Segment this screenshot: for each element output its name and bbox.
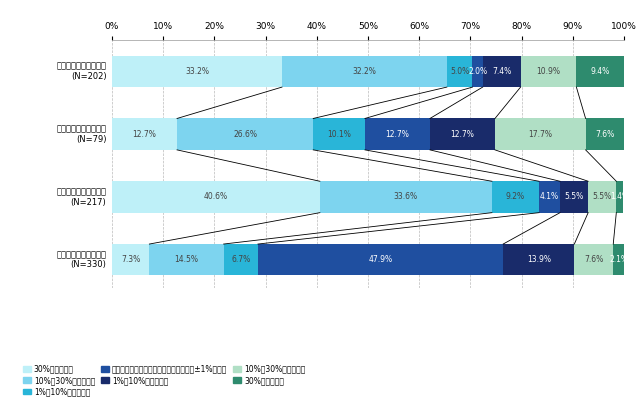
Text: 5.5%: 5.5% bbox=[593, 192, 612, 202]
Bar bbox=[574, 244, 613, 276]
Text: 14.5%: 14.5% bbox=[175, 255, 198, 264]
Bar bbox=[472, 56, 483, 87]
Text: 2.0%: 2.0% bbox=[468, 67, 487, 76]
Text: 4.1%: 4.1% bbox=[540, 192, 559, 202]
Bar bbox=[588, 181, 616, 213]
Bar bbox=[495, 118, 586, 150]
Bar bbox=[112, 244, 149, 276]
Text: 5.5%: 5.5% bbox=[564, 192, 584, 202]
Bar bbox=[483, 56, 520, 87]
Bar bbox=[258, 244, 503, 276]
Bar bbox=[320, 181, 492, 213]
Legend: 30%以上の損失, 10%～30%未満の損失, 1%～10%未満の損失, 投資による損失／利益はほとんどない（±1%未満）, 1%～10%未満の利益, 10%～: 30%以上の損失, 10%～30%未満の損失, 1%～10%未満の損失, 投資に… bbox=[23, 364, 305, 396]
Text: 26.6%: 26.6% bbox=[233, 130, 257, 139]
Text: 17.7%: 17.7% bbox=[528, 130, 552, 139]
Text: 13.9%: 13.9% bbox=[527, 255, 551, 264]
Text: 10.9%: 10.9% bbox=[536, 67, 561, 76]
Text: 47.9%: 47.9% bbox=[369, 255, 392, 264]
Bar bbox=[520, 56, 577, 87]
Bar bbox=[313, 118, 365, 150]
Text: 12.7%: 12.7% bbox=[385, 130, 410, 139]
Text: 33.6%: 33.6% bbox=[394, 192, 418, 202]
Bar bbox=[503, 244, 574, 276]
Bar bbox=[560, 181, 588, 213]
Text: 7.3%: 7.3% bbox=[121, 255, 140, 264]
Bar bbox=[223, 244, 258, 276]
Bar bbox=[577, 56, 625, 87]
Bar bbox=[112, 56, 282, 87]
Bar bbox=[616, 181, 623, 213]
Bar bbox=[586, 118, 625, 150]
Bar bbox=[365, 118, 430, 150]
Text: 9.2%: 9.2% bbox=[506, 192, 525, 202]
Text: 9.4%: 9.4% bbox=[591, 67, 610, 76]
Bar bbox=[539, 181, 560, 213]
Text: 32.2%: 32.2% bbox=[353, 67, 376, 76]
Text: 12.7%: 12.7% bbox=[132, 130, 156, 139]
Text: 33.2%: 33.2% bbox=[185, 67, 209, 76]
Text: 5.0%: 5.0% bbox=[450, 67, 469, 76]
Bar bbox=[430, 118, 495, 150]
Bar bbox=[282, 56, 447, 87]
Bar bbox=[112, 118, 177, 150]
Bar bbox=[149, 244, 223, 276]
Bar bbox=[447, 56, 472, 87]
Text: 6.7%: 6.7% bbox=[231, 255, 250, 264]
Text: 7.4%: 7.4% bbox=[492, 67, 511, 76]
Text: 10.1%: 10.1% bbox=[327, 130, 351, 139]
Text: 7.6%: 7.6% bbox=[584, 255, 604, 264]
Text: 1.4%: 1.4% bbox=[611, 192, 630, 202]
Text: 12.7%: 12.7% bbox=[451, 130, 474, 139]
Bar bbox=[492, 181, 539, 213]
Bar bbox=[613, 244, 624, 276]
Text: 7.6%: 7.6% bbox=[595, 130, 614, 139]
Bar bbox=[177, 118, 313, 150]
Bar bbox=[112, 181, 320, 213]
Text: 40.6%: 40.6% bbox=[204, 192, 228, 202]
Text: 2.1%: 2.1% bbox=[609, 255, 628, 264]
